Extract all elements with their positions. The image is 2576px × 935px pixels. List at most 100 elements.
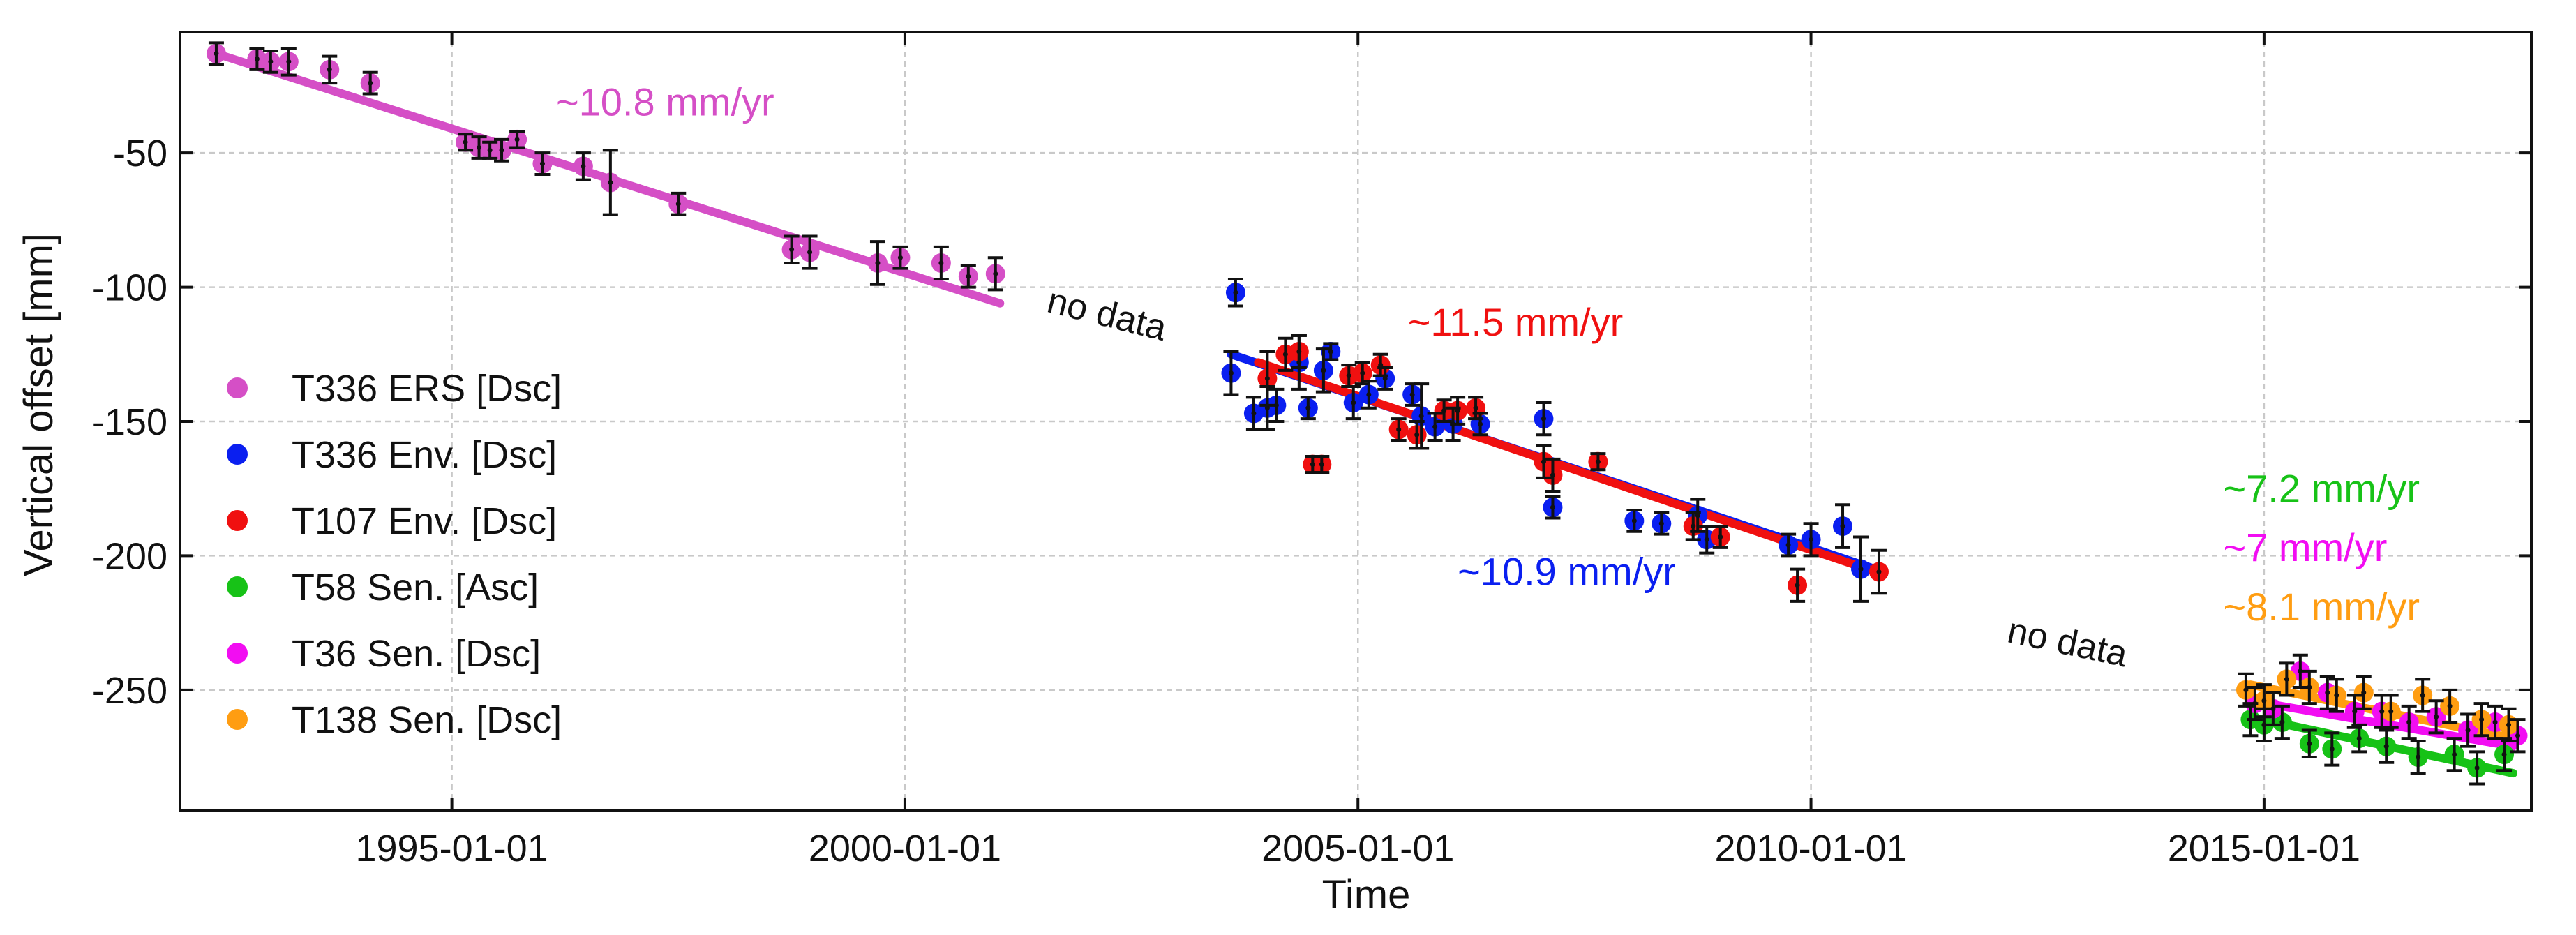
error-bar-center (1718, 534, 1723, 539)
error-bar-t36-sen-dsc (2319, 675, 2335, 710)
error-bar-t107-env-dsc (1590, 452, 1606, 472)
error-bar-t36-sen-dsc (2428, 699, 2444, 735)
error-bar-center (327, 67, 332, 73)
error-bar-center (1631, 518, 1637, 523)
error-bar-t336-ers-dsc (933, 245, 949, 281)
error-bar-center (1251, 410, 1257, 416)
error-bar-center (1351, 400, 1356, 405)
error-bar-center (214, 51, 219, 57)
error-bar-t336-env-dsc (1536, 401, 1552, 437)
error-bar-t107-env-dsc (1305, 455, 1321, 474)
error-bar-center (463, 140, 468, 145)
error-bar-center (2307, 685, 2312, 690)
rate-annotation: ~11.5 mm/yr (1408, 300, 1624, 344)
error-bar-t138-sen-dsc (2238, 672, 2254, 708)
error-bar-center (1858, 567, 1864, 572)
error-bar-t36-sen-dsc (2487, 704, 2503, 740)
legend-label: T58 Sen. [Asc] (292, 567, 539, 608)
error-bar-center (1264, 405, 1270, 411)
error-bar-center (1550, 504, 1555, 510)
error-bar-t138-sen-dsc (2442, 688, 2458, 724)
y-tick-labels: -50 -100 -150 -200 -250 (92, 133, 167, 712)
error-bar-center (1360, 371, 1365, 376)
error-bar-t336-ers-dsc (802, 234, 818, 270)
error-bar-center (268, 59, 274, 64)
error-bar-t336-env-dsc (1227, 278, 1243, 308)
error-bar-center (2447, 703, 2453, 709)
error-bar-center (897, 255, 903, 260)
error-bar-t36-sen-dsc (2510, 718, 2526, 754)
error-bar-t138-sen-dsc (2279, 661, 2295, 697)
rate-annotation: ~7 mm/yr (2223, 525, 2387, 569)
error-bar-center (1432, 424, 1438, 430)
error-bar-t336-env-dsc (1223, 350, 1239, 396)
error-bar-t336-env-dsc (1654, 511, 1670, 536)
error-bar-t336-env-dsc (1545, 495, 1561, 520)
error-bar-t58-sen-asc (2324, 731, 2340, 767)
rate-annotation: ~10.9 mm/yr (1458, 550, 1676, 594)
legend-label: T138 Sen. [Dsc] (292, 699, 562, 741)
error-bar-center (2479, 717, 2485, 722)
error-bar-center (1550, 472, 1555, 478)
error-bar-center (1273, 403, 1279, 408)
error-bar-center (1876, 569, 1882, 575)
error-bar-center (2261, 722, 2267, 728)
error-bar-center (1382, 375, 1388, 381)
error-bar-t336-ers-dsc (362, 70, 378, 96)
error-bar-center (581, 163, 586, 169)
error-bar-t336-env-dsc (1377, 366, 1393, 391)
error-bar-t58-sen-asc (2379, 728, 2395, 764)
error-bar-center (966, 274, 971, 279)
error-bar-center (1321, 368, 1326, 373)
error-bar-center (1441, 408, 1447, 414)
error-bar-center (608, 180, 613, 186)
error-bar-t107-env-dsc (1341, 364, 1357, 388)
error-bar-center (487, 147, 493, 153)
error-bar-center (2383, 744, 2389, 749)
error-bar-t336-ers-dsc (262, 49, 278, 74)
rate-annotation: ~10.8 mm/yr (556, 80, 774, 124)
error-bar-t36-sen-dsc (2292, 653, 2308, 689)
error-bar-t138-sen-dsc (2383, 694, 2399, 729)
y-tick-label: -50 (113, 133, 167, 174)
error-bar-center (1264, 375, 1270, 381)
legend-marker (227, 377, 248, 398)
error-bar-center (2492, 719, 2498, 725)
error-bar-t36-sen-dsc (2460, 712, 2476, 748)
error-bar-t336-env-dsc (1803, 522, 1819, 558)
error-bar-t58-sen-asc (2469, 750, 2485, 786)
error-bar-t336-env-dsc (1626, 508, 1642, 533)
error-bar-center (2329, 746, 2335, 751)
error-bar-t138-sen-dsc (2356, 675, 2372, 710)
error-bar-center (993, 271, 998, 276)
error-bar-center (1704, 537, 1709, 542)
error-bar-t336-ers-dsc (869, 240, 885, 286)
error-bar-center (2515, 733, 2521, 738)
error-bar-t336-ers-dsc (671, 191, 687, 216)
error-bar-center (2420, 693, 2425, 698)
error-bar-t336-ers-dsc (784, 234, 800, 264)
error-bar-t36-sen-dsc (2265, 691, 2281, 726)
error-bar-t336-ers-dsc (322, 54, 338, 85)
error-bar-center (1414, 432, 1420, 437)
error-bar-t138-sen-dsc (2473, 702, 2489, 738)
legend-marker (227, 510, 248, 531)
x-tick-label: 2000-01-01 (809, 828, 1001, 869)
error-bar-t107-env-dsc (1409, 420, 1425, 450)
legend: T336 ERS [Dsc] T336 Env. [Dsc] T107 Env. [… (227, 368, 562, 741)
error-bar-t336-ers-dsc (509, 130, 525, 149)
error-bar-t336-ers-dsc (482, 140, 498, 160)
axis-ticks (180, 32, 2531, 811)
y-tick-label: -200 (92, 535, 167, 577)
y-tick-label: -250 (92, 670, 167, 712)
error-bar-t58-sen-asc (2446, 737, 2462, 772)
error-bar-t336-ers-dsc (249, 47, 265, 71)
error-bar-center (1418, 413, 1424, 419)
error-bar-t336-env-dsc (1835, 503, 1851, 549)
error-bar-center (1396, 427, 1402, 433)
error-bar-center (675, 201, 681, 207)
error-bar-t58-sen-asc (2274, 704, 2290, 740)
error-bar-center (938, 260, 944, 266)
error-bar-center (514, 137, 520, 142)
